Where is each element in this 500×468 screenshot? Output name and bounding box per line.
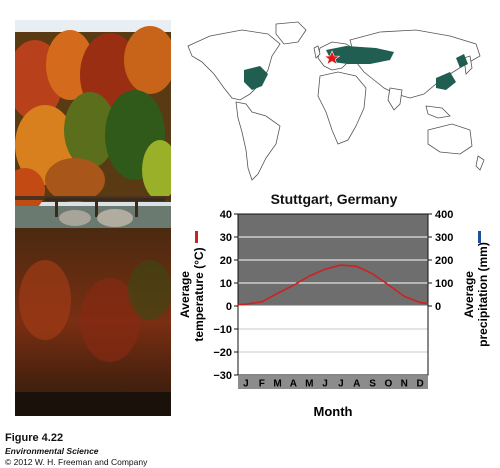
chart-title: Stuttgart, Germany — [270, 191, 398, 207]
plot-area — [238, 306, 428, 375]
x-tick-label: A — [290, 379, 297, 390]
x-tick-label: J — [243, 379, 249, 390]
world-map — [187, 21, 485, 181]
figure-label: Figure 4.22 — [5, 432, 64, 444]
y-right-tick-label: 200 — [435, 255, 453, 267]
temperate-deciduous-regions — [244, 46, 468, 90]
y-left-tick-label: 40 — [220, 209, 232, 221]
y-right-tick-label: 300 — [435, 232, 453, 244]
x-tick-label: M — [273, 379, 281, 390]
x-tick-label: F — [259, 379, 265, 390]
x-tick-label: A — [353, 379, 360, 390]
plot-frame — [237, 213, 429, 376]
y-right-title-line1: Average — [462, 271, 476, 318]
temperature-legend-marker — [195, 231, 198, 243]
month-band — [238, 376, 428, 389]
y-left-tick-label: 20 — [220, 255, 232, 267]
y-right-tick-label: 100 — [435, 278, 453, 290]
y-left-tick-label: 0 — [226, 301, 232, 313]
y-right-tick-label: 0 — [435, 301, 441, 313]
y-left-tick-label: −10 — [213, 324, 232, 336]
y-left-tick-label: −20 — [213, 347, 232, 359]
forest-photo — [15, 20, 171, 416]
continents — [187, 21, 485, 181]
x-tick-label: D — [416, 379, 423, 390]
book-title: Environmental Science — [5, 446, 99, 456]
x-tick-label: N — [401, 379, 408, 390]
y-right-title-line2: precipitation (mm) — [476, 242, 490, 347]
y-left-tick-label: 10 — [220, 278, 232, 290]
y-left-title-line1: Average — [178, 271, 192, 318]
y-right-tick-label: 400 — [435, 209, 453, 221]
x-axis-title: Month — [314, 404, 353, 419]
star-marker-icon — [323, 50, 341, 66]
y-left-title-line2: temperature (°C) — [192, 247, 206, 341]
y-left-tick-label: −30 — [213, 370, 232, 382]
precipitation-legend-marker — [478, 231, 481, 243]
x-tick-label: O — [385, 379, 393, 390]
x-tick-label: J — [338, 379, 344, 390]
y-left-tick-label: 30 — [220, 232, 232, 244]
x-tick-label: M — [305, 379, 313, 390]
x-tick-label: J — [322, 379, 328, 390]
x-tick-label: S — [369, 379, 376, 390]
copyright-text: © 2012 W. H. Freeman and Company — [5, 457, 148, 467]
temperature-line — [237, 264, 429, 306]
